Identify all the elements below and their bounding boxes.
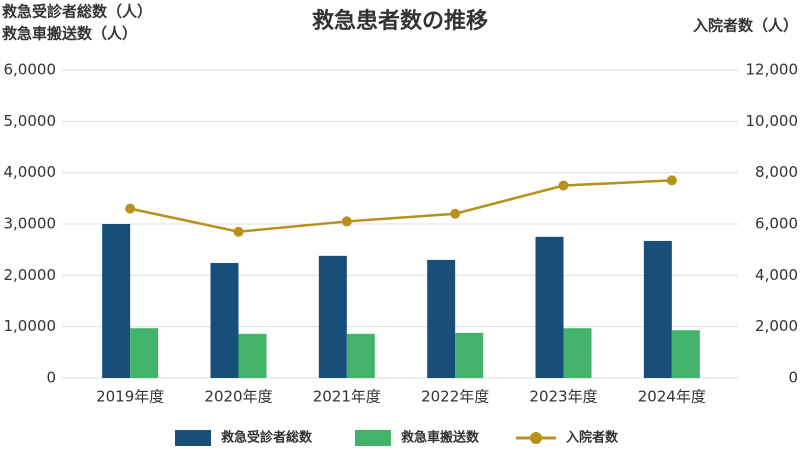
y2-tick-label: 12,000 [746,61,799,79]
legend-label: 入院者数 [566,430,619,446]
y-tick-label: 5,0000 [4,112,57,130]
chart-title: 救急患者数の推移 [312,8,488,34]
y-tick-label: 6,0000 [4,61,57,79]
line-point [341,216,352,227]
bar [671,330,700,378]
y2-axis-label: 入院者数（人） [693,17,798,35]
line-point [666,175,677,186]
bar [210,263,239,378]
legend-label: 救急受診者総数 [221,430,313,446]
x-tick-label: 2023年度 [529,388,597,406]
line [129,179,672,233]
y-tick-label: 0 [46,369,56,387]
line-point [233,226,244,237]
legend-swatch [175,430,211,446]
x-tick-label: 2019年度 [96,388,164,406]
y2-tick-label: 4,000 [755,266,798,284]
bar [455,332,484,378]
y-tick-label: 2,0000 [4,266,57,284]
y-tick-label: 4,0000 [4,163,57,181]
legend-swatch [355,430,391,446]
bar [563,328,592,378]
y2-tick-label: 8,000 [755,163,798,181]
y2-tick-label: 2,000 [755,317,798,335]
y-tick-label: 3,0000 [4,215,57,233]
bar [643,240,672,378]
y2-tick-label: 10,000 [746,112,799,130]
x-tick-label: 2022年度 [421,388,489,406]
line-point [125,203,136,214]
x-tick-label: 2020年度 [204,388,272,406]
y2-tick-label: 0 [788,369,798,387]
bar [102,224,131,378]
y-tick-label: 1,0000 [4,317,57,335]
legend-swatch [530,432,542,444]
bar [318,255,347,378]
y2-tick-label: 6,000 [755,215,798,233]
bar [238,333,267,378]
y-axis-label: 救急車搬送数（人） [2,25,137,43]
bar [535,236,564,378]
line-point [558,180,569,191]
bar [130,328,159,378]
x-tick-label: 2021年度 [313,388,381,406]
y-axis-label: 救急受診者総数（人） [2,3,152,21]
x-tick-label: 2024年度 [638,388,706,406]
bar [427,259,456,378]
legend-label: 救急車搬送数 [401,430,480,446]
bar [346,333,375,378]
line-point [450,208,461,219]
